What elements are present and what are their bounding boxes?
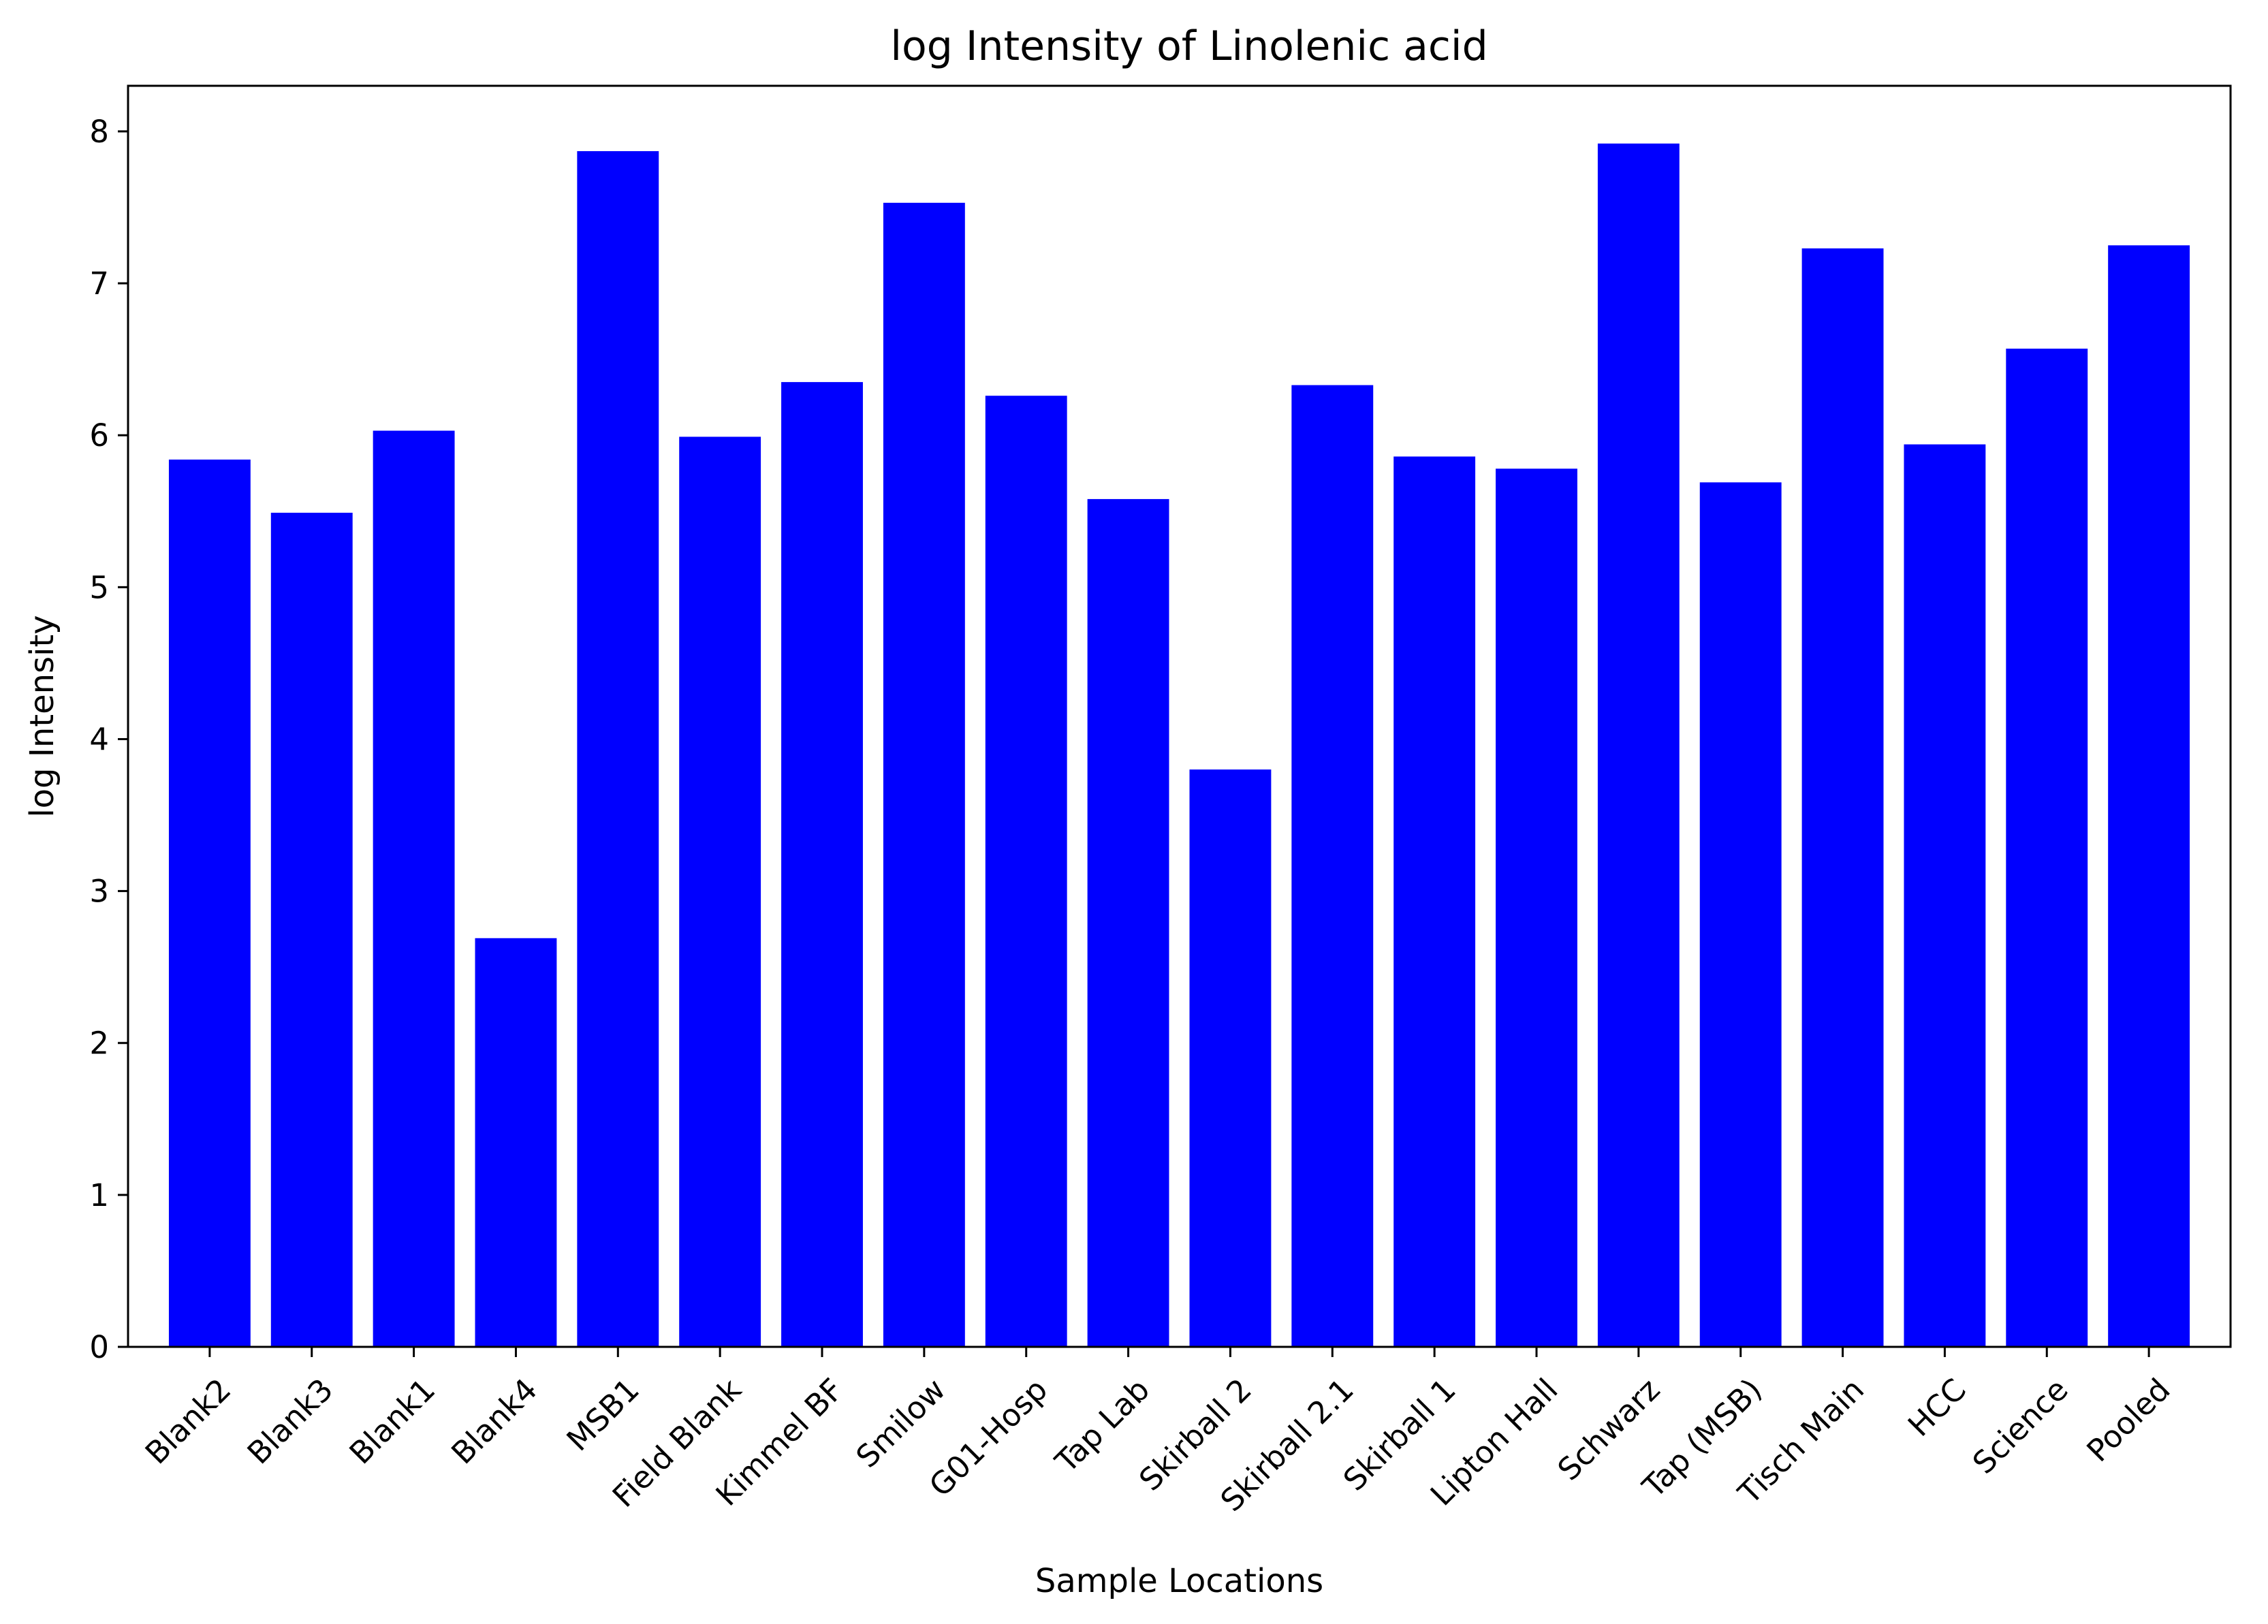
y-tick-label: 4 xyxy=(89,721,109,757)
bars-group xyxy=(168,143,2190,1348)
bar-skirball-2 xyxy=(1189,769,1272,1347)
bar-skirball-2-1 xyxy=(1291,385,1374,1348)
chart-title: log Intensity of Linolenic acid xyxy=(890,22,1487,70)
y-axis-ticks: 0 1 2 3 4 5 6 7 8 xyxy=(89,114,128,1365)
bar-pooled xyxy=(2108,245,2190,1347)
bar-kimmel-bf xyxy=(781,382,863,1348)
y-tick-label: 1 xyxy=(89,1177,109,1213)
bar-tisch-main xyxy=(1801,248,1884,1347)
bar-smilow xyxy=(883,202,965,1348)
bar-blank3 xyxy=(270,513,353,1347)
x-axis-label: Sample Locations xyxy=(1035,1562,1323,1600)
y-tick-label: 6 xyxy=(89,417,109,453)
bar-blank1 xyxy=(373,430,455,1347)
bar-tap-lab xyxy=(1087,498,1169,1348)
y-tick-label: 3 xyxy=(89,874,109,910)
y-tick-label: 0 xyxy=(89,1329,109,1365)
bar-hcc xyxy=(1904,444,1986,1347)
bar-msb1 xyxy=(577,150,659,1347)
y-tick-label: 2 xyxy=(89,1025,109,1062)
bar-schwarz xyxy=(1597,143,1680,1347)
y-tick-label: 5 xyxy=(89,569,109,605)
y-tick-label: 8 xyxy=(89,114,109,150)
bar-blank2 xyxy=(168,459,251,1347)
bar-lipton-hall xyxy=(1496,468,1577,1348)
y-axis-label: log Intensity xyxy=(23,615,61,817)
bar-science xyxy=(2006,349,2088,1347)
bar-field-blank xyxy=(679,436,761,1347)
bar-g01-hosp xyxy=(985,396,1067,1347)
plot-frame xyxy=(127,84,2232,1348)
bar-tap-msb xyxy=(1699,482,1782,1347)
bar-skirball-1 xyxy=(1393,456,1476,1347)
y-tick-label: 7 xyxy=(89,266,109,302)
bar-blank4 xyxy=(475,938,557,1347)
